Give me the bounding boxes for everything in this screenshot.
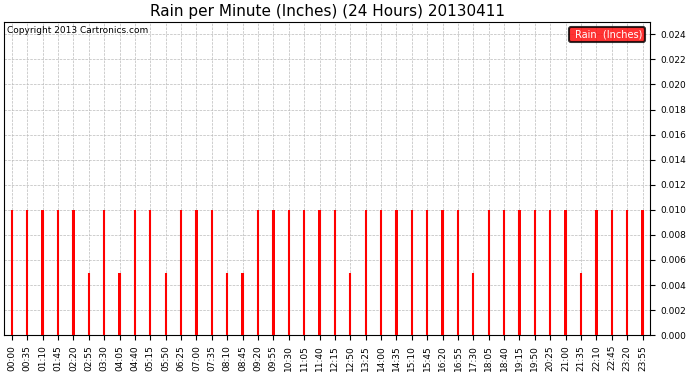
Bar bbox=[580, 273, 582, 335]
Bar bbox=[549, 210, 551, 335]
Bar bbox=[349, 273, 351, 335]
Bar bbox=[611, 210, 613, 335]
Bar bbox=[303, 210, 305, 335]
Bar bbox=[226, 273, 228, 335]
Title: Rain per Minute (Inches) (24 Hours) 20130411: Rain per Minute (Inches) (24 Hours) 2013… bbox=[150, 4, 504, 19]
Bar bbox=[134, 210, 136, 335]
Bar bbox=[57, 210, 59, 335]
Bar bbox=[210, 210, 213, 335]
Bar bbox=[273, 210, 275, 335]
Bar bbox=[472, 273, 475, 335]
Bar bbox=[11, 210, 13, 335]
Bar bbox=[195, 210, 197, 335]
Bar bbox=[103, 210, 106, 335]
Bar bbox=[41, 210, 43, 335]
Bar bbox=[364, 210, 367, 335]
Bar bbox=[164, 273, 167, 335]
Text: Copyright 2013 Cartronics.com: Copyright 2013 Cartronics.com bbox=[8, 26, 148, 35]
Bar bbox=[411, 210, 413, 335]
Bar bbox=[257, 210, 259, 335]
Bar bbox=[318, 210, 321, 335]
Bar bbox=[380, 210, 382, 335]
Bar bbox=[88, 273, 90, 335]
Bar bbox=[488, 210, 490, 335]
Bar bbox=[334, 210, 336, 335]
Bar bbox=[119, 273, 121, 335]
Bar bbox=[595, 210, 598, 335]
Legend: Rain  (Inches): Rain (Inches) bbox=[569, 27, 645, 42]
Bar bbox=[72, 210, 75, 335]
Bar bbox=[288, 210, 290, 335]
Bar bbox=[395, 210, 397, 335]
Bar bbox=[642, 210, 644, 335]
Bar bbox=[457, 210, 459, 335]
Bar bbox=[442, 210, 444, 335]
Bar bbox=[26, 210, 28, 335]
Bar bbox=[426, 210, 428, 335]
Bar bbox=[149, 210, 152, 335]
Bar bbox=[180, 210, 182, 335]
Bar bbox=[241, 273, 244, 335]
Bar bbox=[564, 210, 566, 335]
Bar bbox=[518, 210, 521, 335]
Bar bbox=[533, 210, 536, 335]
Bar bbox=[503, 210, 505, 335]
Bar bbox=[626, 210, 629, 335]
